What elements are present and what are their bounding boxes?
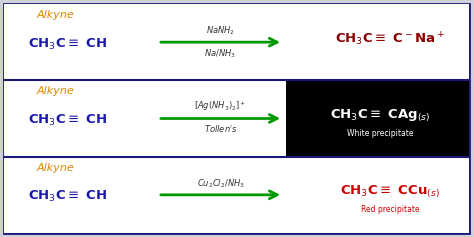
Text: $Cu_2Cl_2/NH_3$: $Cu_2Cl_2/NH_3$ bbox=[197, 177, 245, 190]
Text: Alkyne: Alkyne bbox=[36, 163, 74, 173]
Text: CH$_3$C$\equiv$ CH: CH$_3$C$\equiv$ CH bbox=[28, 37, 108, 52]
FancyBboxPatch shape bbox=[4, 4, 469, 233]
Text: CH$_3$C$\equiv$ CH: CH$_3$C$\equiv$ CH bbox=[28, 113, 108, 128]
Text: CH$_3$C$\equiv$ CH: CH$_3$C$\equiv$ CH bbox=[28, 189, 108, 204]
Bar bbox=[4, 4, 469, 80]
Text: White precipitate: White precipitate bbox=[347, 128, 413, 137]
Text: Red precipitate: Red precipitate bbox=[361, 205, 419, 214]
Text: CH$_3$C$\equiv$ CCu$_{(s)}$: CH$_3$C$\equiv$ CCu$_{(s)}$ bbox=[340, 184, 440, 200]
Text: $[Ag(NH_3)_2]^+$: $[Ag(NH_3)_2]^+$ bbox=[194, 100, 246, 114]
Text: CH$_3$C$\equiv$ C$^-$Na$^+$: CH$_3$C$\equiv$ C$^-$Na$^+$ bbox=[335, 31, 445, 48]
Text: $Tollen's$: $Tollen's$ bbox=[204, 123, 237, 135]
Text: $NaNH_2$: $NaNH_2$ bbox=[206, 25, 235, 37]
Text: Alkyne: Alkyne bbox=[36, 10, 74, 20]
Bar bbox=[4, 157, 469, 233]
Text: $Na/NH_3$: $Na/NH_3$ bbox=[204, 47, 237, 60]
Bar bbox=[286, 81, 469, 156]
Text: Alkyne: Alkyne bbox=[36, 86, 74, 96]
Text: CH$_3$C$\equiv$ CAg$_{(s)}$: CH$_3$C$\equiv$ CAg$_{(s)}$ bbox=[330, 107, 430, 124]
Bar bbox=[4, 80, 469, 157]
